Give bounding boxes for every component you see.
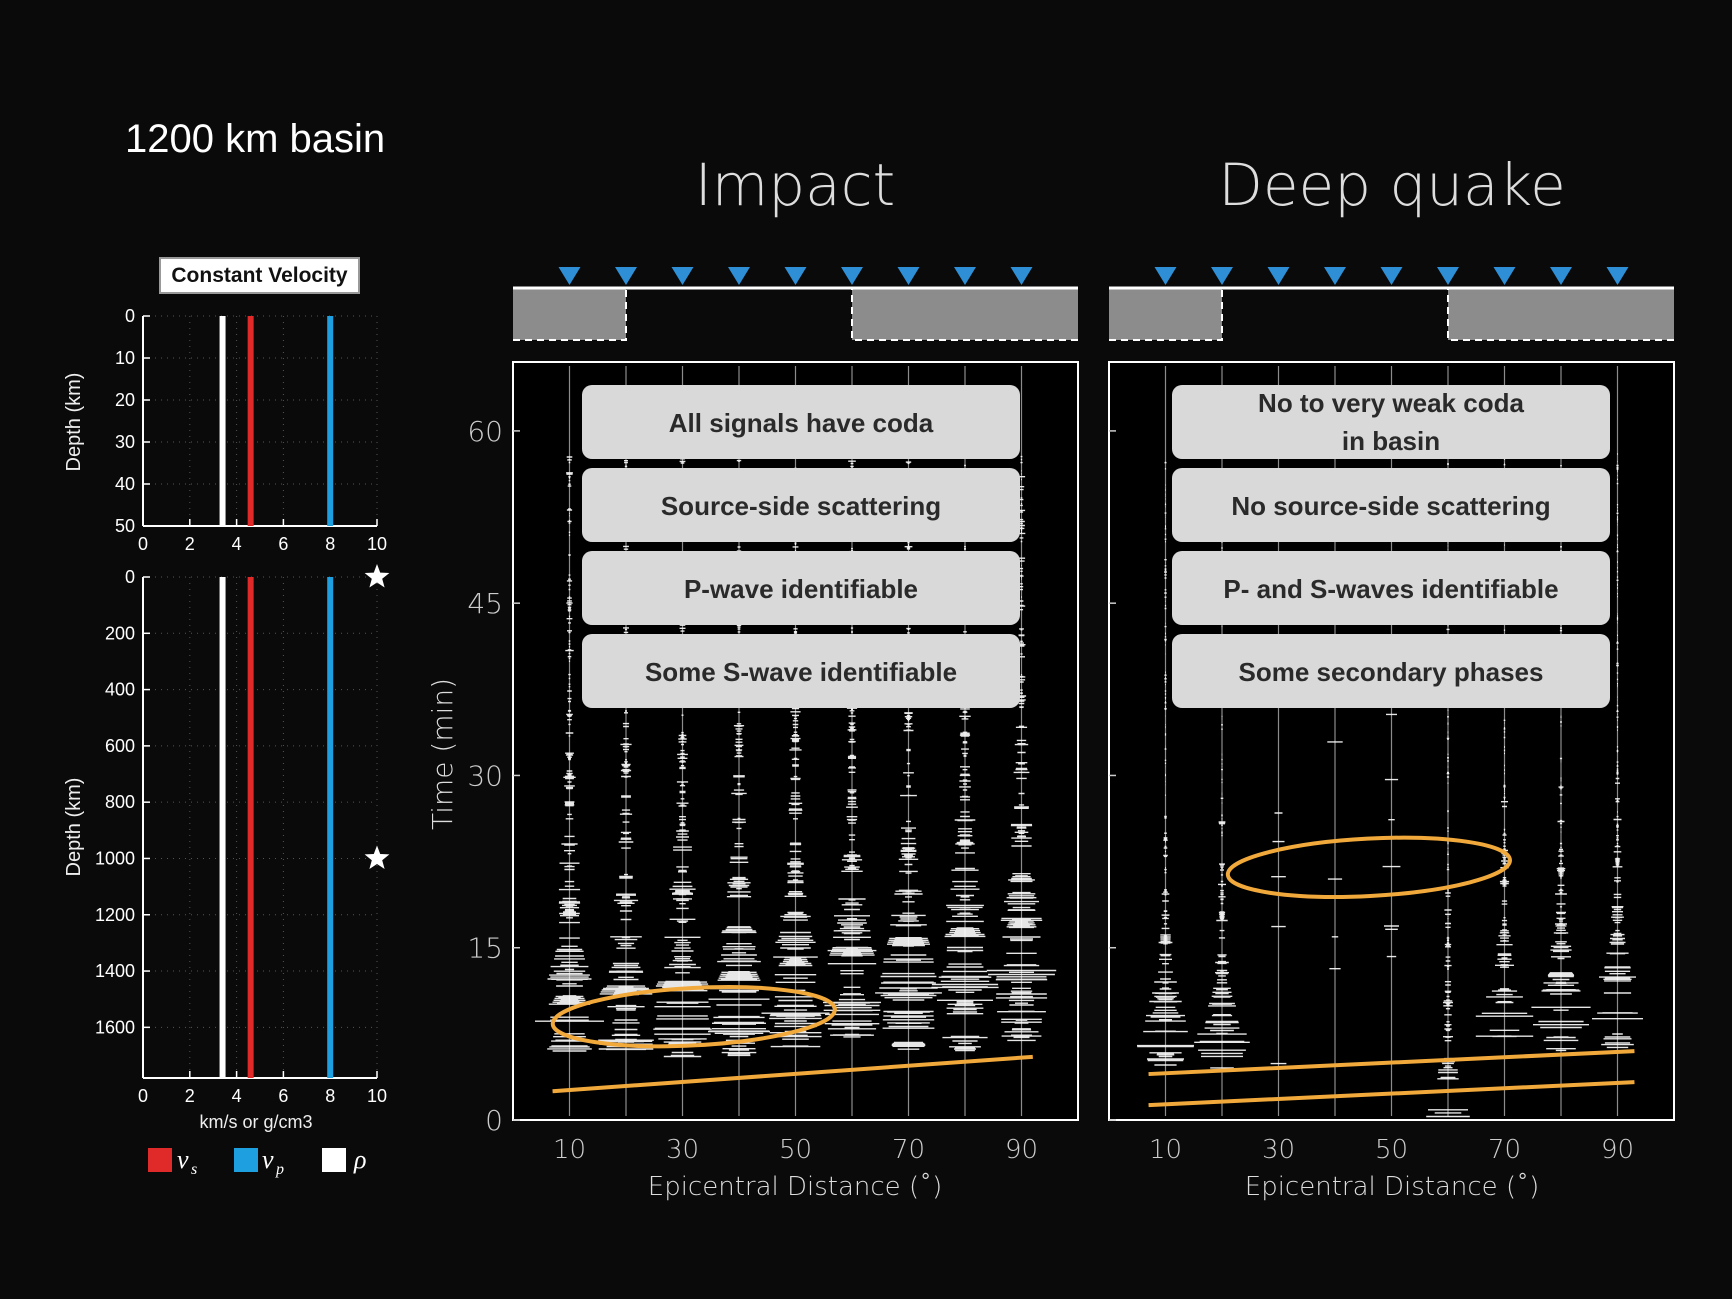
svg-text:P-wave identifiable: P-wave identifiable [684,574,918,604]
velocity-top-ylabel: Depth (km) [63,373,85,472]
y-tick-label: 50 [115,516,135,536]
basin-block [852,288,1078,340]
y-tick-label: 30 [115,432,135,452]
xlabel-deep: Epicentral Distance (˚) [1245,1171,1539,1202]
x-tick-label: 50 [779,1135,812,1165]
time-axis-label: Time (min) [426,678,459,830]
x-tick-label: 90 [1601,1135,1634,1165]
legend-label-vs: v [177,1145,189,1174]
legend-swatch-vp [234,1148,258,1172]
legend-label-vp: v [262,1145,274,1174]
svg-text:Some secondary phases: Some secondary phases [1239,657,1544,687]
panel-title-impact: Impact [695,151,896,219]
y-tick-label: 15 [467,932,503,965]
legend-swatch-rho [322,1148,346,1172]
svg-text:Some S-wave identifiable: Some S-wave identifiable [645,657,957,687]
y-tick-label: 1600 [95,1017,135,1037]
basin-block [513,288,626,340]
velocity-xlabel: km/s or g/cm3 [199,1112,312,1132]
figure-title: 1200 km basin [125,117,385,161]
svg-text:Constant Velocity: Constant Velocity [171,264,348,287]
x-tick-label: 8 [325,534,335,554]
x-tick-label: 0 [138,534,148,554]
panel-title-deep: Deep quake [1218,151,1566,219]
x-tick-label: 70 [1488,1135,1521,1165]
y-tick-label: 400 [105,680,135,700]
y-tick-label: 800 [105,792,135,812]
legend-label-rho: ρ [353,1145,366,1174]
svg-text:in basin: in basin [1342,426,1440,456]
x-tick-label: 10 [367,534,387,554]
x-tick-label: 10 [1149,1135,1182,1165]
velocity-heading: Constant Velocity [160,258,359,293]
legend-sub-vp: p [275,1161,284,1178]
y-tick-label: 200 [105,623,135,643]
y-tick-label: 0 [125,567,135,587]
svg-text:No to very weak coda: No to very weak coda [1258,388,1524,418]
x-tick-label: 30 [1262,1135,1295,1165]
x-tick-label: 4 [232,1086,242,1106]
x-tick-label: 10 [367,1086,387,1106]
y-tick-label: 20 [115,390,135,410]
x-tick-label: 6 [278,534,288,554]
y-tick-label: 10 [115,348,135,368]
x-tick-label: 8 [325,1086,335,1106]
y-tick-label: 60 [467,415,503,448]
y-tick-label: 0 [125,306,135,326]
y-tick-label: 30 [467,759,503,792]
svg-text:P- and S-waves identifiable: P- and S-waves identifiable [1223,574,1558,604]
y-tick-label: 600 [105,736,135,756]
y-tick-label: 0 [485,1104,503,1137]
svg-text:Source-side scattering: Source-side scattering [661,491,941,521]
legend-swatch-vs [148,1148,172,1172]
x-tick-label: 90 [1005,1135,1038,1165]
x-tick-label: 2 [185,534,195,554]
x-tick-label: 2 [185,1086,195,1106]
x-tick-label: 30 [666,1135,699,1165]
svg-text:No source-side scattering: No source-side scattering [1231,491,1550,521]
x-tick-label: 10 [553,1135,586,1165]
x-tick-label: 50 [1375,1135,1408,1165]
x-tick-label: 6 [278,1086,288,1106]
xlabel-impact: Epicentral Distance (˚) [648,1171,942,1202]
y-tick-label: 1000 [95,848,135,868]
y-tick-label: 1400 [95,961,135,981]
x-tick-label: 0 [138,1086,148,1106]
x-tick-label: 4 [232,534,242,554]
y-tick-label: 1200 [95,905,135,925]
x-tick-label: 70 [892,1135,925,1165]
velocity-bottom-ylabel: Depth (km) [63,778,85,877]
y-tick-label: 45 [467,587,503,620]
basin-block [1448,288,1674,340]
y-tick-label: 40 [115,474,135,494]
legend-sub-vs: s [191,1161,197,1178]
svg-text:All signals have coda: All signals have coda [669,408,934,438]
basin-block [1109,288,1222,340]
